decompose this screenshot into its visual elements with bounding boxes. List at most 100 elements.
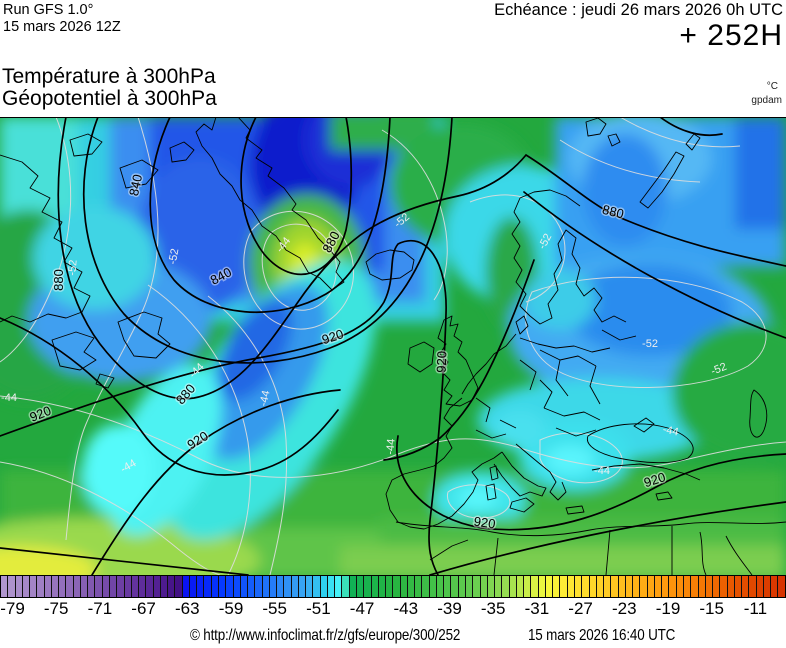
colorbar-cell: [480, 576, 488, 597]
colorbar-cell: [589, 576, 597, 597]
colorbar-cell: [415, 576, 423, 597]
map-canvas: 840 840 880 880 880 880 920 920 920 920 920 920 -52…: [0, 117, 786, 575]
colorbar-cell: [218, 576, 227, 597]
colorbar-cell: [727, 576, 735, 597]
colorbar-cell: [386, 576, 394, 597]
colorbar-cell: [146, 576, 154, 597]
colorbar-cell: [364, 576, 372, 597]
geo-unit-label: gpdam: [751, 95, 782, 106]
colorbar-cell: [284, 576, 292, 597]
colorbar-cell: [763, 576, 772, 597]
temperature-contour-label: -44: [662, 424, 680, 439]
copyright-url-text: © http://www.infoclimat.fr/z/gfs/europe/…: [190, 627, 461, 644]
colorbar-cell: [509, 576, 517, 597]
colorbar-cell: [211, 576, 219, 597]
colorbar-cell: [269, 576, 278, 597]
colorbar-cell: [153, 576, 161, 597]
colorbar-tick-label: -71: [87, 599, 113, 618]
colorbar-tick-label: -67: [131, 599, 156, 618]
temperature-contour-label: -52: [642, 338, 658, 350]
colorbar-cell: [524, 576, 532, 597]
temperature-colorbar: [0, 575, 786, 598]
run-date-label: 15 mars 2026 12Z: [3, 19, 121, 35]
colorbar-cell: [756, 576, 764, 597]
colorbar-tick-label: -35: [480, 599, 506, 618]
colorbar-tick-label: -55: [262, 599, 287, 618]
colorbar-cell: [444, 576, 452, 597]
temperature-contour-label: -44: [258, 389, 273, 407]
temperature-contour-label: -44: [1, 392, 17, 404]
colorbar-cell: [313, 576, 321, 597]
colorbar-cell: [669, 576, 677, 597]
geopotential-contour-label: 840: [126, 173, 145, 197]
colorbar-tick-label: -23: [612, 599, 637, 618]
colorbar-cell: [662, 576, 670, 597]
colorbar-cell: [117, 576, 125, 597]
colorbar-cell: [713, 576, 721, 597]
colorbar-cell: [277, 576, 285, 597]
temperature-labels-layer: -52-52-52-52-52-52-44-44-44 -44-44-44-44-…: [1, 211, 728, 477]
colorbar-cell: [262, 576, 270, 597]
run-model-label: Run GFS 1.0°: [3, 2, 94, 18]
colorbar-cell: [37, 576, 45, 597]
temperature-contour-label: -52: [167, 248, 182, 266]
colorbar-cell: [291, 576, 299, 597]
colorbar-cell: [538, 576, 546, 597]
colorbar-cell: [1, 576, 9, 597]
colorbar-cell: [466, 576, 474, 597]
param-geopotential-title: Géopotentiel à 300hPa: [2, 87, 217, 110]
colorbar-cell: [625, 576, 634, 597]
lead-time-label: + 252H: [679, 19, 783, 52]
geopotential-contour-label: 920: [473, 514, 497, 532]
colorbar-tick-label: -19: [655, 599, 681, 618]
colorbar-cell: [734, 576, 743, 597]
colorbar-cell: [248, 576, 256, 597]
colorbar-cell: [473, 576, 481, 597]
colorbar-cell: [698, 576, 706, 597]
colorbar-tick-label: -39: [437, 599, 462, 618]
colorbar-cell: [371, 576, 379, 597]
colorbar-cell: [349, 576, 358, 597]
colorbar-cell: [357, 576, 365, 597]
temperature-contour-label: -52: [66, 259, 79, 276]
geopotential-contour-label: 920: [434, 351, 450, 373]
colorbar-tick-label: -51: [306, 599, 331, 618]
colorbar-cell: [633, 576, 641, 597]
colorbar-cell: [8, 576, 16, 597]
geopotential-contour-label: 880: [51, 269, 66, 291]
colorbar-tick-label: -79: [0, 599, 25, 618]
colorbar-cell: [335, 576, 343, 597]
geopotential-contour-label: 920: [320, 326, 345, 347]
coastlines-layer: [0, 117, 786, 575]
colorbar-tick-label: -31: [524, 599, 550, 618]
colorbar-tick-labels: -79 -75 -71 -67 -63 -59 -55 -51 -47 -43 -39 -35 -31-…: [0, 598, 786, 618]
colorbar-cell: [327, 576, 336, 597]
colorbar-cell: [233, 576, 241, 597]
colorbar-cell: [59, 576, 67, 597]
colorbar-cell: [676, 576, 684, 597]
colorbar-cell: [73, 576, 81, 597]
colorbar-cell: [422, 576, 430, 597]
footer: © http://www.infoclimat.fr/z/gfs/europe/…: [0, 618, 786, 648]
colorbar-cell: [197, 576, 205, 597]
colorbar-cell: [487, 576, 496, 597]
colorbar-cell: [560, 576, 568, 597]
colorbar-tick-label: -15: [699, 599, 724, 618]
colorbar-tick-label: -47: [349, 599, 375, 618]
colorbar-cell: [742, 576, 750, 597]
colorbar-cell: [647, 576, 655, 597]
colorbar-cell: [393, 576, 401, 597]
colorbar-cell: [596, 576, 605, 597]
colorbar-cell: [705, 576, 714, 597]
colorbar-cell: [640, 576, 648, 597]
colorbar-cell: [502, 576, 510, 597]
colorbar-cell: [574, 576, 583, 597]
colorbar-cell: [139, 576, 147, 597]
colorbar-tick-label: -11: [743, 599, 768, 618]
colorbar-cell: [102, 576, 110, 597]
temperature-contour-label: -44: [594, 465, 610, 477]
colorbar-cell: [175, 576, 183, 597]
colorbar-cell: [189, 576, 198, 597]
colorbar-cell: [771, 576, 779, 597]
colorbar-cell: [604, 576, 612, 597]
